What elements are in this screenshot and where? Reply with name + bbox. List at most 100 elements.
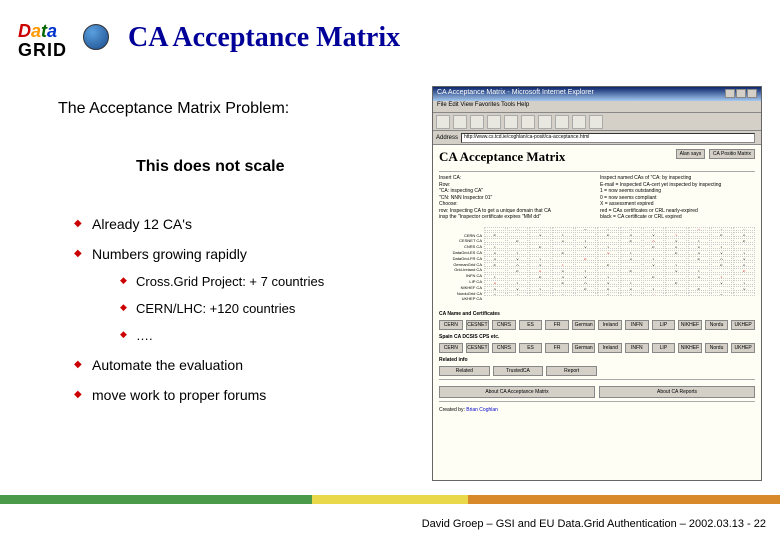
matrix-cell: 0: [597, 227, 619, 232]
matrix-cell: [597, 238, 619, 243]
ca-button: LIP: [652, 343, 676, 353]
browser-page-body: CA Acceptance Matrix Alan says CA Positi…: [433, 145, 761, 480]
matrix-cell: E: [575, 256, 597, 261]
matrix-cell: [688, 232, 710, 237]
matrix-cell: X: [484, 280, 506, 285]
matrix-cell: [484, 227, 506, 232]
matrix-cell: 1: [575, 268, 597, 273]
matrix-cell: [643, 280, 665, 285]
matrix-row-label: CESNET CA: [439, 238, 482, 243]
matrix-cell: X: [620, 227, 642, 232]
ca-button: CERN: [439, 343, 463, 353]
matrix-cell: [688, 292, 710, 297]
matrix-cell: X: [529, 262, 551, 267]
matrix-cell: [643, 268, 665, 273]
matrix-cell: E: [665, 250, 687, 255]
ca-button: German: [572, 320, 596, 330]
matrix-cell: [575, 262, 597, 267]
matrix-cell: E: [529, 244, 551, 249]
matrix-cell: [620, 274, 642, 279]
matrix-cell: X: [597, 280, 619, 285]
stop-icon: [470, 115, 484, 129]
matrix-cell: [552, 227, 574, 232]
matrix-cell: 0: [665, 244, 687, 249]
matrix-row-label: CERN CA: [439, 233, 482, 238]
browser-toolbar: [433, 113, 761, 131]
ca-button: German: [572, 343, 596, 353]
matrix-cell: 1: [529, 286, 551, 291]
section-label: Spain CA DCSIS CPS etc.: [439, 334, 755, 340]
matrix-cell: E: [484, 292, 506, 297]
close-icon: [747, 89, 757, 98]
ca-button: ES: [519, 320, 543, 330]
slide-footer: David Groep – GSI and EU Data.Grid Authe…: [422, 518, 766, 530]
ca-button: Nordu: [705, 343, 729, 353]
matrix-cell: 1: [620, 280, 642, 285]
matrix-cell: [597, 256, 619, 261]
ca-button: NIKHEF: [678, 343, 702, 353]
refresh-icon: [487, 115, 501, 129]
back-icon: [436, 115, 450, 129]
matrix-cell: E: [643, 274, 665, 279]
bullet-item: Numbers growing rapidly Cross.Grid Proje…: [74, 246, 428, 343]
sub-bullet-item: ….: [120, 328, 428, 343]
matrix-cell: X: [575, 274, 597, 279]
matrix-cell: X: [688, 244, 710, 249]
matrix-cell: X: [688, 274, 710, 279]
matrix-cell: 0: [711, 227, 733, 232]
matrix-cell: 0: [529, 268, 551, 273]
ca-button: CERN: [439, 320, 463, 330]
ca-button: Ireland: [598, 343, 622, 353]
matrix-cell: 0: [484, 286, 506, 291]
favorites-icon: [538, 115, 552, 129]
bullet-item: move work to proper forums: [74, 387, 428, 403]
maximize-icon: [736, 89, 746, 98]
search-icon: [521, 115, 535, 129]
matrix-cell: [733, 292, 755, 297]
matrix-cell: X: [711, 250, 733, 255]
matrix-cell: E: [620, 238, 642, 243]
matrix-cell: [597, 268, 619, 273]
matrix-cell: 1: [665, 232, 687, 237]
matrix-row-label: NorduGrid CA: [439, 291, 482, 296]
matrix-cell: [529, 238, 551, 243]
alan-says-button: Alan says: [676, 149, 706, 159]
matrix-cell: 1: [484, 274, 506, 279]
matrix-cell: X: [575, 244, 597, 249]
matrix-cell: [552, 244, 574, 249]
bullet-item: Already 12 CA's: [74, 216, 428, 232]
matrix-cell: [665, 227, 687, 232]
matrix-cell: 1: [665, 292, 687, 297]
matrix-row-label: DataGrid-ES CA: [439, 250, 482, 255]
mail-icon: [572, 115, 586, 129]
bullet-list: Already 12 CA's Numbers growing rapidly …: [74, 216, 428, 403]
matrix-cell: E: [688, 227, 710, 232]
matrix-cell: 1: [507, 280, 529, 285]
matrix-cell: 0: [552, 274, 574, 279]
matrix-cell: 1: [507, 250, 529, 255]
matrix-cell: X: [643, 232, 665, 237]
matrix-cell: 1: [711, 244, 733, 249]
matrix-cell: E: [529, 274, 551, 279]
matrix-row-label: INFN CA: [439, 273, 482, 278]
matrix-cell: X: [507, 286, 529, 291]
ca-button: CESNET: [466, 343, 490, 353]
ca-button: Report: [546, 366, 597, 376]
sub-bullet-item: CERN/LHC: +120 countries: [120, 301, 428, 316]
matrix-cell: E: [643, 244, 665, 249]
matrix-cell: X: [507, 227, 529, 232]
matrix-cell: E: [597, 292, 619, 297]
matrix-cell: 0: [733, 262, 755, 267]
matrix-cell: X: [711, 280, 733, 285]
matrix-cell: E: [711, 262, 733, 267]
matrix-cell: 1: [711, 274, 733, 279]
ca-button: Related: [439, 366, 490, 376]
matrix-cell: 0: [620, 232, 642, 237]
matrix-cell: E: [711, 232, 733, 237]
matrix-cell: E: [507, 268, 529, 273]
matrix-cell: 0: [688, 250, 710, 255]
ca-button: Nordu: [705, 320, 729, 330]
matrix-row-label: DataGrid-FR CA: [439, 256, 482, 261]
about-reports-button: About CA Reports: [599, 386, 755, 398]
matrix-cell: [484, 268, 506, 273]
